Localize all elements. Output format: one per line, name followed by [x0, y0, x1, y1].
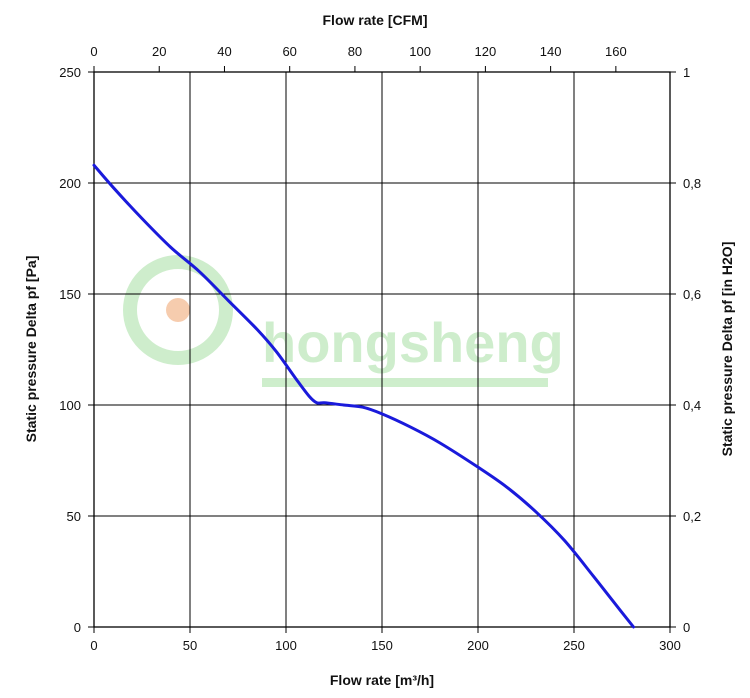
axis-ticks	[88, 66, 676, 633]
y-tick-label: 200	[59, 176, 81, 191]
x-tick-label: 300	[659, 638, 681, 653]
grid-lines	[94, 72, 670, 627]
watermark-accent-dot	[166, 298, 190, 322]
watermark-underline	[262, 378, 548, 387]
y-tick-label: 150	[59, 287, 81, 302]
x2-tick-label: 120	[475, 44, 497, 59]
y-tick-label: 250	[59, 65, 81, 80]
y2-tick-label: 0,8	[683, 176, 701, 191]
x-tick-label: 250	[563, 638, 585, 653]
y2-tick-label: 0,4	[683, 398, 701, 413]
x2-tick-label: 100	[409, 44, 431, 59]
watermark-text: hongsheng	[262, 311, 564, 374]
x2-tick-label: 60	[282, 44, 296, 59]
x2-axis-title: Flow rate [CFM]	[323, 12, 428, 28]
y-tick-label: 100	[59, 398, 81, 413]
x-tick-label: 200	[467, 638, 489, 653]
x2-tick-label: 40	[217, 44, 231, 59]
x2-tick-label: 80	[348, 44, 362, 59]
y2-tick-label: 0,6	[683, 287, 701, 302]
x-tick-label: 100	[275, 638, 297, 653]
y2-tick-label: 1	[683, 65, 690, 80]
y-tick-label: 50	[67, 509, 81, 524]
series-layer	[92, 163, 636, 629]
y-tick-label: 0	[74, 620, 81, 635]
x-tick-label: 50	[183, 638, 197, 653]
y2-axis-title: Static pressure Delta pf [in H2O]	[719, 242, 735, 457]
y2-tick-label: 0,2	[683, 509, 701, 524]
x2-tick-label: 160	[605, 44, 627, 59]
y-axis-title: Static pressure Delta pf [Pa]	[23, 256, 39, 443]
watermark-logo: hongsheng	[123, 255, 564, 387]
x-axis-title: Flow rate [m³/h]	[330, 672, 434, 688]
watermark-logo-icon	[123, 255, 233, 365]
performance-curve	[92, 163, 636, 629]
x-tick-label: 150	[371, 638, 393, 653]
x2-tick-label: 140	[540, 44, 562, 59]
y2-tick-label: 0	[683, 620, 690, 635]
x2-tick-label: 20	[152, 44, 166, 59]
x2-tick-label: 0	[90, 44, 97, 59]
x-tick-label: 0	[90, 638, 97, 653]
